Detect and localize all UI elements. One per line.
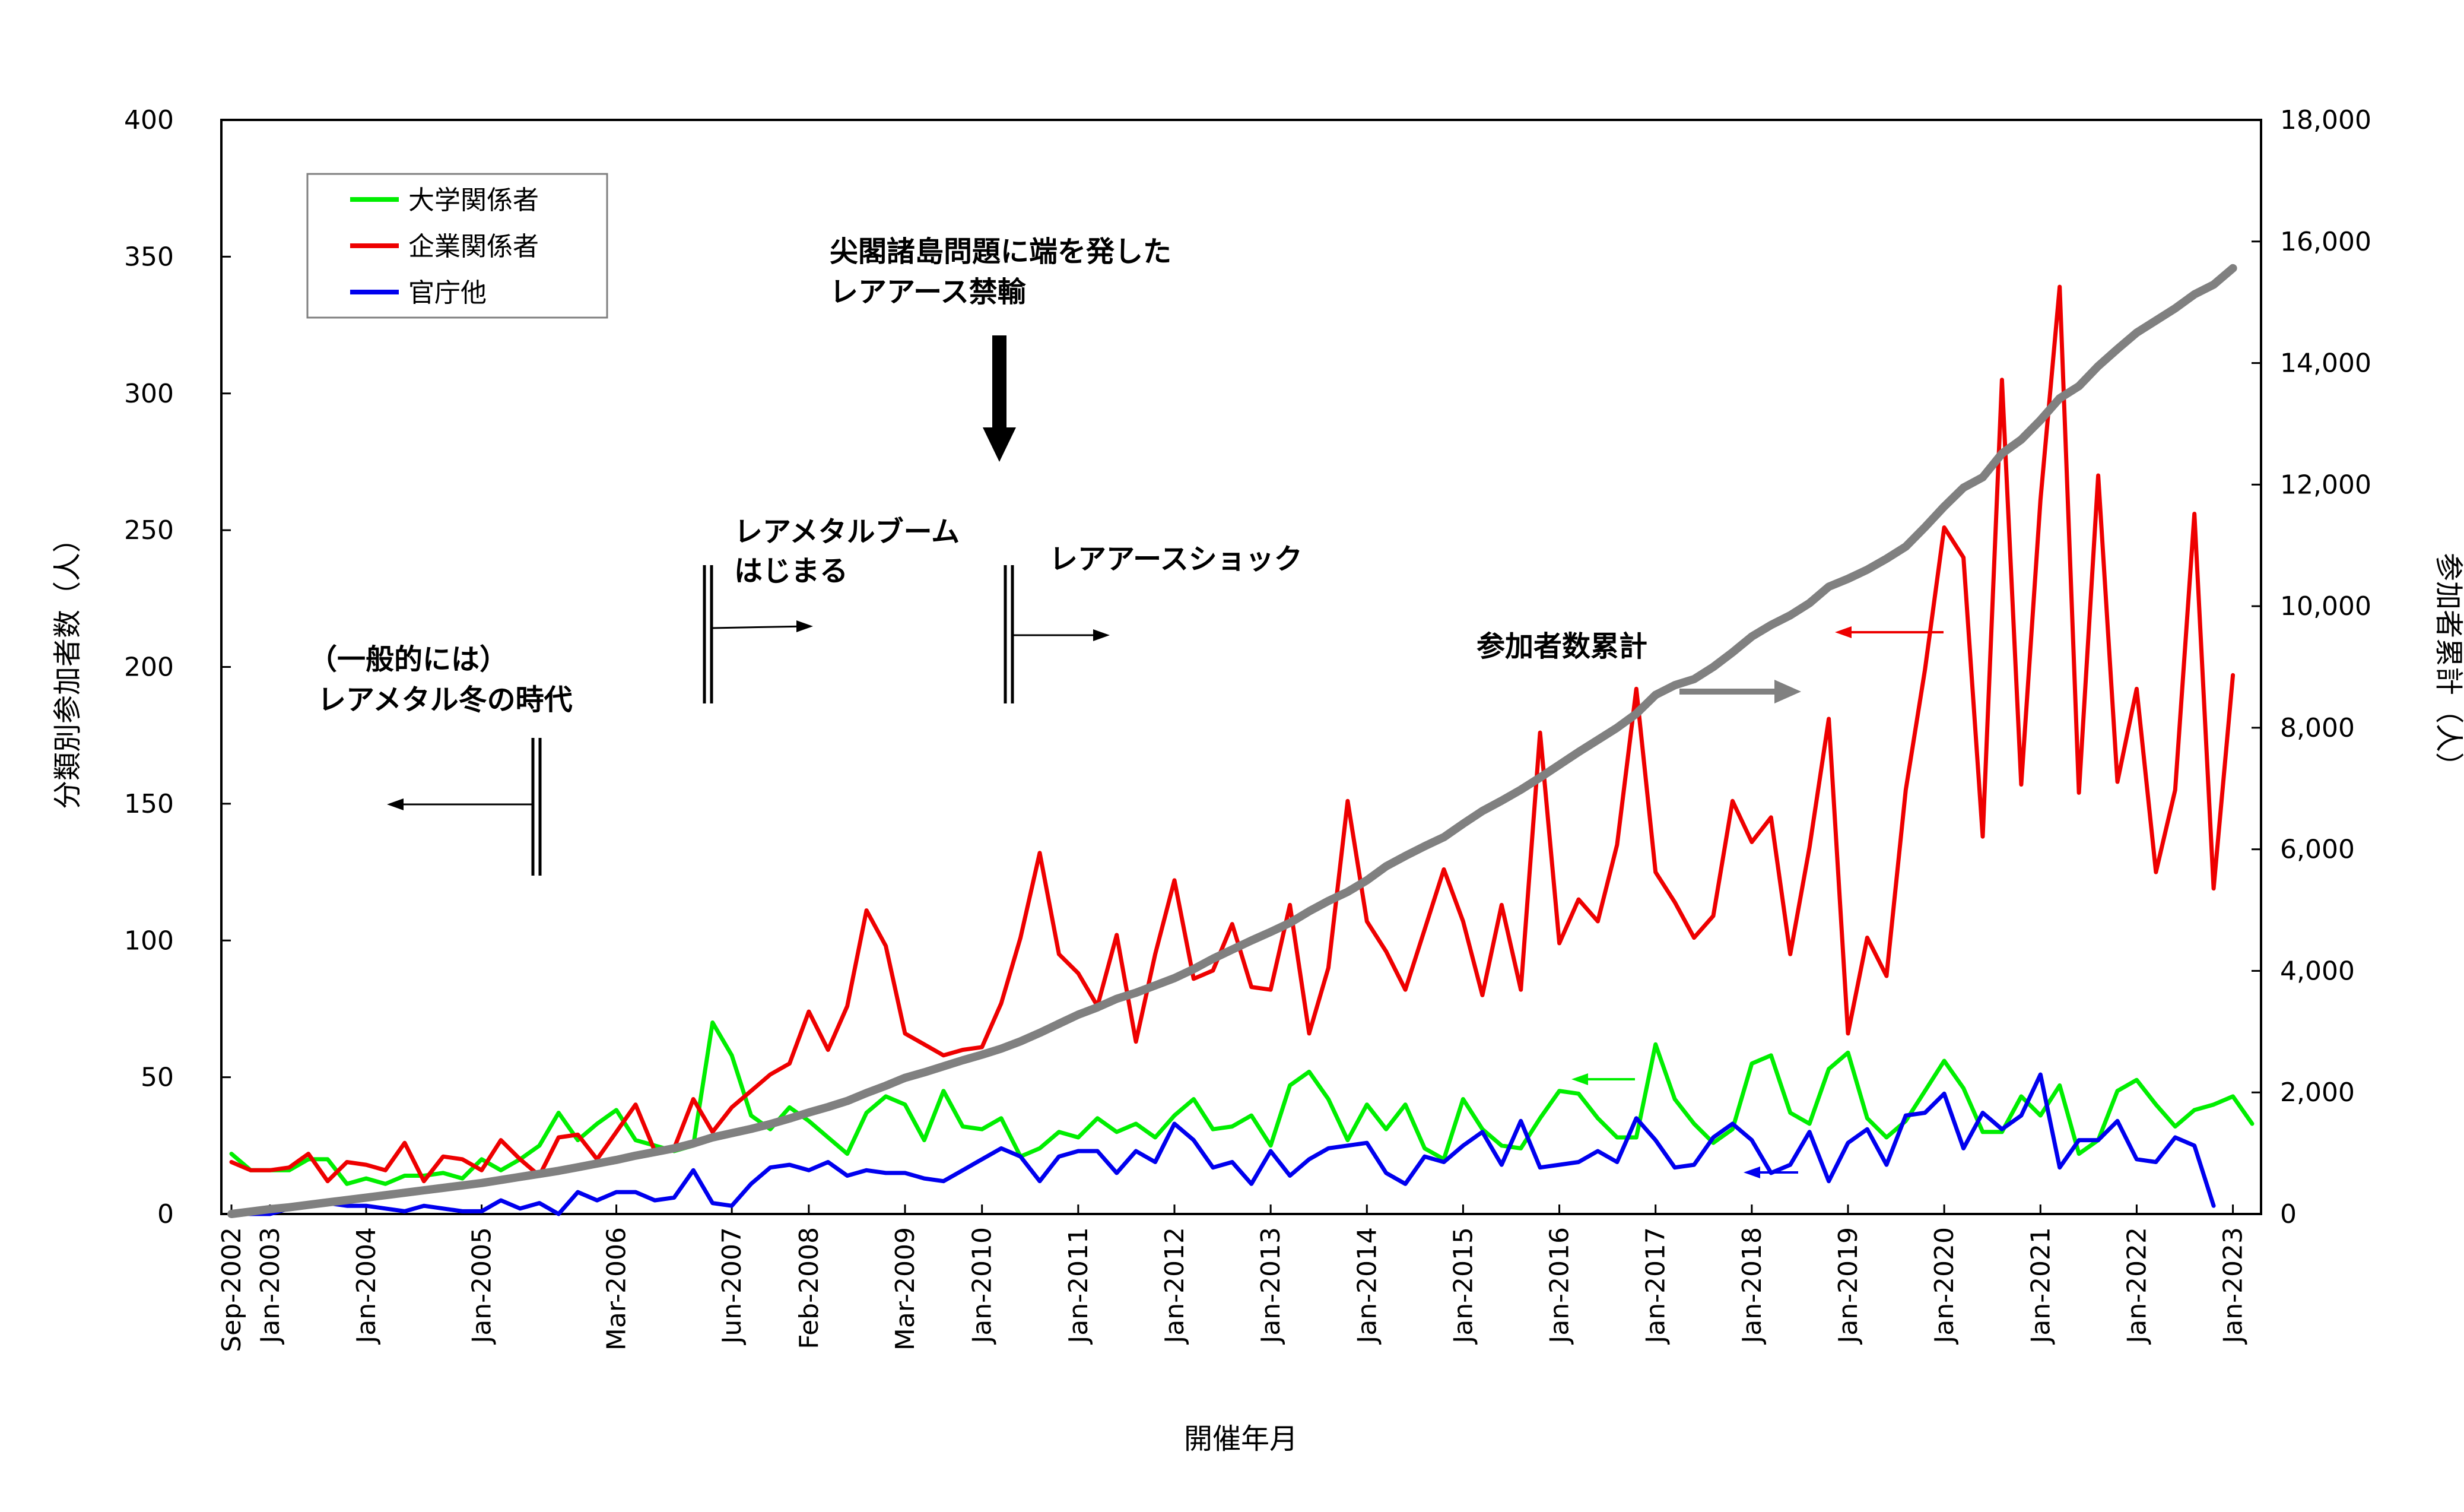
x-tick-label: Mar-2006 bbox=[602, 1227, 632, 1351]
series-cumulative-line bbox=[227, 264, 2237, 1218]
y-right-tick-label: 14,000 bbox=[2280, 348, 2371, 379]
annotation-government-arrow bbox=[1744, 1167, 1798, 1178]
y-left-tick-label: 200 bbox=[124, 652, 174, 683]
x-tick-label: Sep-2002 bbox=[217, 1227, 247, 1352]
x-tick-label: Jan-2016 bbox=[1545, 1227, 1575, 1345]
y-right-tick-label: 8,000 bbox=[2280, 713, 2355, 743]
y-axis-right-title: 参加者累計（人） bbox=[2432, 553, 2464, 781]
x-tick-label: Jan-2005 bbox=[467, 1227, 497, 1345]
x-tick-label: Jan-2015 bbox=[1448, 1227, 1478, 1345]
y-right-tick-label: 2,000 bbox=[2280, 1077, 2355, 1108]
series-government-line bbox=[229, 1072, 2216, 1216]
y-left-tick-label: 0 bbox=[157, 1199, 174, 1229]
y-left-tick-label: 250 bbox=[124, 515, 174, 546]
y-right-tick-label: 6,000 bbox=[2280, 835, 2355, 865]
annotation-university-arrow bbox=[1571, 1073, 1635, 1085]
y-right-tick-label: 0 bbox=[2280, 1199, 2297, 1229]
y-left-tick-label: 400 bbox=[124, 105, 174, 135]
y-right-tick-label: 16,000 bbox=[2280, 227, 2371, 257]
x-tick-label: Mar-2009 bbox=[890, 1227, 920, 1351]
annotation-embargo-arrow bbox=[983, 335, 1016, 462]
y-right-tick-label: 18,000 bbox=[2280, 105, 2371, 135]
x-tick-label: Jan-2023 bbox=[2218, 1227, 2249, 1345]
x-tick-label: Jan-2022 bbox=[2122, 1227, 2152, 1345]
x-tick-label: Jan-2017 bbox=[1641, 1227, 1671, 1345]
annotation-boom-line2: はじまる bbox=[734, 554, 848, 588]
x-tick-label: Jun-2007 bbox=[717, 1227, 747, 1346]
y-right-tick-label: 10,000 bbox=[2280, 591, 2371, 622]
annotation-winter-line2: レアメタル冬の時代 bbox=[317, 683, 573, 717]
x-axis-title: 開催年月 bbox=[1184, 1422, 1298, 1456]
x-axis-ticks: Sep-2002 Jan-2003 Jan-2004 Jan-2005 Mar-2006… bbox=[217, 1204, 2249, 1352]
annotation-shock-marker bbox=[1004, 565, 1110, 703]
x-tick-label: Jan-2019 bbox=[1833, 1227, 1863, 1345]
x-tick-label: Feb-2008 bbox=[794, 1227, 824, 1349]
annotation-winter-line1: （一般的には） bbox=[309, 643, 508, 676]
legend: 大学関係者 企業関係者 官庁他 bbox=[306, 173, 608, 319]
series-layer bbox=[227, 264, 2255, 1218]
legend-label-university: 大学関係者 bbox=[408, 185, 539, 215]
x-tick-label: Jan-2010 bbox=[967, 1227, 998, 1345]
legend-label-government: 官庁他 bbox=[408, 278, 487, 308]
y-left-tick-label: 50 bbox=[141, 1063, 174, 1093]
x-tick-label: Jan-2021 bbox=[2025, 1227, 2056, 1345]
annotation-cumulative-arrow bbox=[1679, 680, 1801, 703]
y-right-tick-label: 4,000 bbox=[2280, 956, 2355, 986]
annotation-winter-marker bbox=[387, 738, 542, 876]
y-left-tick-label: 300 bbox=[124, 379, 174, 409]
x-tick-label: Jan-2014 bbox=[1352, 1227, 1382, 1345]
annotation-corporate-arrow bbox=[1835, 626, 1944, 638]
x-tick-label: Jan-2012 bbox=[1160, 1227, 1190, 1345]
annotation-boom-marker bbox=[703, 565, 813, 703]
x-tick-label: Jan-2013 bbox=[1256, 1227, 1286, 1345]
x-tick-label: Jan-2018 bbox=[1737, 1227, 1767, 1345]
series-corporate-line bbox=[229, 284, 2236, 1184]
x-tick-label: Jan-2003 bbox=[255, 1227, 285, 1345]
annotation-embargo-line1: 尖閣諸島問題に端を発した bbox=[830, 235, 1171, 268]
annotation-cumulative: 参加者数累計 bbox=[1477, 630, 1647, 663]
y-axis-left-ticks: 0 50 100 150 200 250 300 350 400 bbox=[124, 105, 231, 1229]
y-left-tick-label: 350 bbox=[124, 242, 174, 272]
annotation-boom-line1: レアメタルブーム bbox=[734, 515, 960, 549]
y-axis-left-title: 分類別参加者数（人） bbox=[51, 524, 84, 809]
y-right-tick-label: 12,000 bbox=[2280, 470, 2371, 500]
y-left-tick-label: 100 bbox=[124, 925, 174, 956]
x-tick-label: Jan-2004 bbox=[351, 1227, 382, 1345]
annotation-shock: レアアースショック bbox=[1049, 543, 1303, 576]
x-tick-label: Jan-2011 bbox=[1063, 1227, 1094, 1345]
y-axis-right-ticks: 0 2,000 4,000 6,000 8,000 10,000 12,000 14,000 1… bbox=[2252, 105, 2371, 1229]
annotation-embargo-line2: レアアース禁輸 bbox=[830, 275, 1027, 309]
x-tick-label: Jan-2020 bbox=[1929, 1227, 1960, 1345]
legend-label-corporate: 企業関係者 bbox=[408, 232, 539, 262]
y-left-tick-label: 150 bbox=[124, 789, 174, 819]
series-university-line bbox=[229, 1020, 2255, 1186]
